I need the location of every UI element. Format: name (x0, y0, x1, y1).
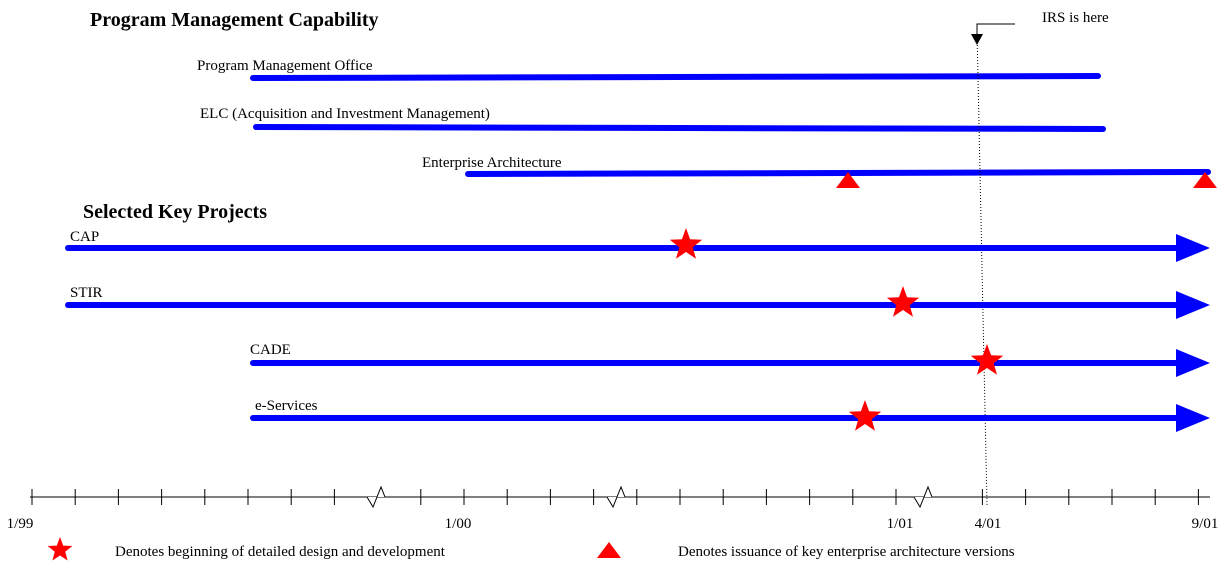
marker-label: IRS is here (1042, 10, 1109, 26)
axis-break (900, 485, 944, 509)
project-label: CADE (250, 342, 291, 358)
capability-bar (250, 73, 1101, 81)
star-marker (848, 400, 882, 431)
triangle-marker (836, 172, 860, 188)
capability-bar (253, 124, 1106, 132)
axis-label: 1/00 (445, 516, 472, 532)
marker-arrowhead (971, 34, 983, 45)
axis-label: 9/01 (1192, 516, 1219, 532)
capability-bar (465, 169, 1211, 177)
axis-label: 4/01 (975, 516, 1002, 532)
marker-pointer (976, 23, 1015, 36)
star-marker (669, 228, 703, 259)
project-label: STIR (70, 285, 103, 301)
axis-label: 1/01 (887, 516, 914, 532)
heading: Selected Key Projects (83, 201, 267, 223)
arrowhead (1176, 291, 1210, 319)
capability-label: Enterprise Architecture (422, 155, 562, 171)
star-marker (886, 286, 920, 317)
arrowhead (1176, 349, 1210, 377)
legend-triangle (597, 542, 621, 558)
arrowhead (1176, 404, 1210, 432)
legend-text: Denotes beginning of detailed design and… (115, 544, 446, 560)
arrowhead (1176, 234, 1210, 262)
triangle-marker (1193, 172, 1217, 188)
project-label: e-Services (255, 398, 318, 414)
legend-text: Denotes issuance of key enterprise archi… (678, 544, 1015, 560)
axis-break (593, 485, 637, 509)
current-date-line (976, 29, 988, 506)
heading: Program Management Capability (90, 9, 379, 31)
legend-star (47, 537, 73, 561)
axis-label: 1/99 (7, 516, 34, 532)
capability-label: ELC (Acquisition and Investment Manageme… (200, 106, 490, 122)
axis-break (353, 485, 397, 509)
capability-label: Program Management Office (197, 58, 373, 74)
project-label: CAP (70, 229, 99, 245)
star-marker (970, 344, 1004, 375)
